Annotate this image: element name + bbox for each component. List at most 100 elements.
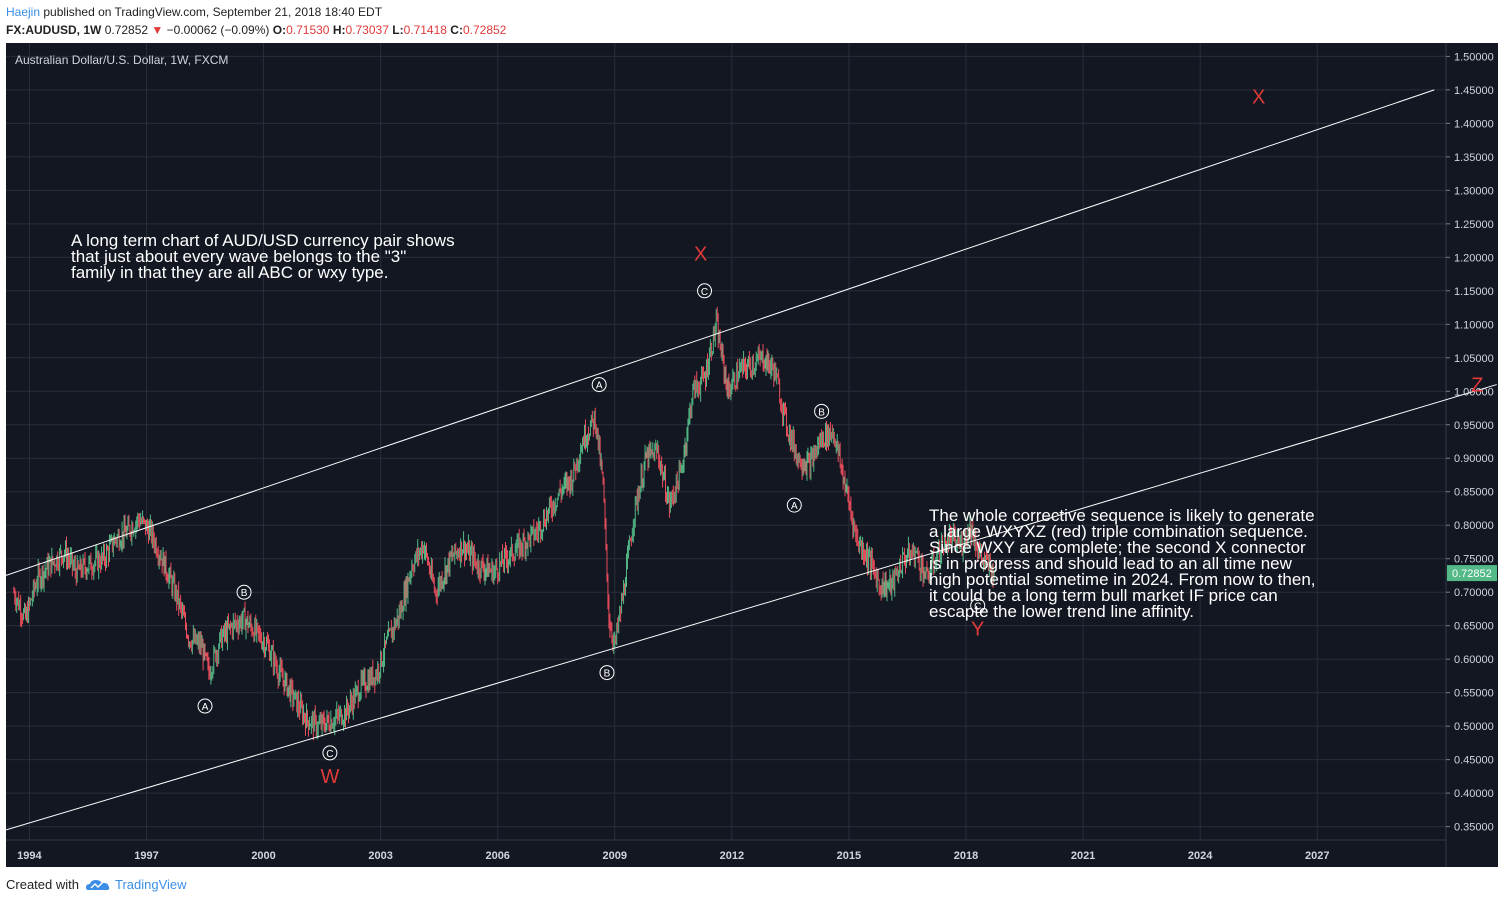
high-label: H: — [332, 23, 346, 37]
y-tick-label: 0.50000 — [1454, 721, 1494, 733]
wave-label: C — [701, 287, 708, 298]
y-tick-label: 1.40000 — [1454, 118, 1494, 130]
x-tick-label: 2009 — [603, 850, 627, 862]
trend-line — [5, 89, 1435, 576]
red-wave-label: W — [320, 766, 339, 788]
red-wave-label: X — [1252, 86, 1265, 108]
y-tick-label: 0.75000 — [1454, 554, 1494, 566]
y-tick-label: 0.90000 — [1454, 453, 1494, 465]
wave-label: A — [791, 501, 798, 512]
chart-grid — [6, 43, 1446, 840]
symbol-label: FX:AUDUSD, 1W — [6, 23, 102, 37]
wave-label-circle — [236, 584, 252, 600]
wave-label-circle — [697, 283, 713, 299]
y-tick-label: 0.45000 — [1454, 755, 1494, 767]
note-line: escapte the lower trend line affinity. — [929, 602, 1194, 621]
price-candles — [13, 306, 995, 741]
y-tick-label: 0.65000 — [1454, 621, 1494, 633]
forecast-note: The whole corrective sequence is likely … — [929, 506, 1316, 621]
y-tick-label: 1.15000 — [1454, 286, 1494, 298]
note-line: family in that they are all ABC or wxy t… — [71, 263, 388, 282]
note-line: is in progress and should lead to an all… — [929, 554, 1293, 573]
x-tick-label: 2006 — [485, 850, 509, 862]
price-chart[interactable]: 1.50000 1.45000 1.40000 1.35000 1.30000 1.250… — [5, 43, 1498, 867]
x-tick-label: 2024 — [1188, 850, 1213, 862]
wave-label-circle — [814, 403, 830, 419]
tradingview-cloud-icon — [85, 879, 110, 890]
y-tick-label: 1.50000 — [1454, 51, 1494, 63]
wave-label: A — [202, 702, 209, 713]
y-tick-label: 1.30000 — [1454, 185, 1494, 197]
change-arrow-icon: ▼ — [151, 23, 164, 37]
x-tick-label: 2015 — [837, 850, 861, 862]
y-tick-label: 0.55000 — [1454, 688, 1494, 700]
footer: Created with TradingView — [6, 877, 187, 892]
note-line: The whole corrective sequence is likely … — [929, 506, 1315, 525]
wave-label: A — [596, 381, 603, 392]
wave-label: B — [818, 407, 825, 418]
last-price-tag — [1447, 565, 1497, 582]
y-tick-label: 0.60000 — [1454, 654, 1494, 666]
publish-info: published on TradingView.com, September … — [43, 5, 383, 19]
y-tick-label: 1.05000 — [1454, 353, 1494, 365]
note-line: high potential sometime in 2024. From no… — [929, 570, 1316, 589]
wave-label: C — [326, 749, 333, 760]
y-tick-label: 1.10000 — [1454, 319, 1494, 331]
author-link[interactable]: Haejin — [6, 5, 41, 19]
y-tick-label: 1.45000 — [1454, 85, 1494, 97]
y-tick-label: 1.35000 — [1454, 152, 1494, 164]
chart-panel[interactable]: 1.50000 1.45000 1.40000 1.35000 1.30000 1.250… — [5, 43, 1498, 867]
publish-header: Haejin published on TradingView.com, Sep… — [6, 4, 382, 20]
y-tick-label: 1.20000 — [1454, 252, 1494, 264]
x-tick-label: 2000 — [251, 850, 275, 862]
wave-label: C — [974, 602, 981, 613]
red-wave-label: Y — [971, 619, 984, 641]
wave-label-circle — [786, 497, 802, 513]
low-value: 0.71418 — [403, 23, 447, 37]
x-tick-label: 2018 — [954, 850, 978, 862]
wave-label-circle — [322, 745, 338, 761]
note-line: Since WXY are complete; the second X con… — [929, 538, 1306, 557]
close-value: 0.72852 — [462, 23, 507, 37]
change-value: −0.00062 (−0.09%) — [166, 23, 270, 37]
brand-label: TradingView — [114, 877, 187, 892]
y-tick-label: 0.70000 — [1454, 587, 1494, 599]
note-line: it could be a long term bull market IF p… — [929, 586, 1278, 605]
ohlc-header: FX:AUDUSD, 1W 0.72852 ▼ −0.00062 (−0.09%… — [6, 22, 506, 38]
x-tick-label: 1997 — [134, 850, 158, 862]
y-tick-label: 0.95000 — [1454, 420, 1494, 432]
trend-line — [5, 384, 1497, 831]
close-label: C: — [450, 23, 463, 37]
chart-title: Australian Dollar/U.S. Dollar, 1W, FXCM — [15, 53, 228, 67]
x-tick-label: 1994 — [17, 850, 42, 862]
x-tick-label: 2027 — [1305, 850, 1329, 862]
wave-label-circle — [197, 698, 213, 714]
last-price-label: 0.72852 — [1452, 568, 1492, 580]
y-tick-label: 0.40000 — [1454, 788, 1494, 800]
red-wave-label: Z — [1471, 374, 1483, 396]
y-tick-label: 0.80000 — [1454, 520, 1494, 532]
trend-lines — [5, 89, 1497, 831]
channel-note: A long term chart of AUD/USD currency pa… — [71, 231, 455, 282]
x-tick-label: 2012 — [720, 850, 744, 862]
red-wave-label: X — [694, 244, 707, 266]
high-value: 0.73037 — [345, 23, 389, 37]
note-line: A long term chart of AUD/USD currency pa… — [71, 231, 455, 250]
open-value: 0.71530 — [286, 23, 330, 37]
low-label: L: — [392, 23, 404, 37]
created-with-label: Created with — [6, 877, 79, 892]
y-tick-label: 1.00000 — [1454, 386, 1494, 398]
y-tick-label: 1.25000 — [1454, 219, 1494, 231]
y-tick-label: 0.35000 — [1454, 822, 1494, 834]
x-tick-label: 2003 — [368, 850, 392, 862]
open-label: O: — [272, 23, 287, 37]
wave-label-circle — [599, 665, 615, 681]
note-line: a large WXYXZ (red) triple combination s… — [929, 522, 1308, 541]
wave-label: B — [604, 669, 611, 680]
tradingview-link[interactable]: TradingView — [85, 877, 187, 892]
y-tick-label: 0.85000 — [1454, 487, 1494, 499]
wave-label-circle — [591, 377, 607, 393]
note-line: that just about every wave belongs to th… — [71, 247, 406, 266]
x-tick-label: 2021 — [1071, 850, 1095, 862]
